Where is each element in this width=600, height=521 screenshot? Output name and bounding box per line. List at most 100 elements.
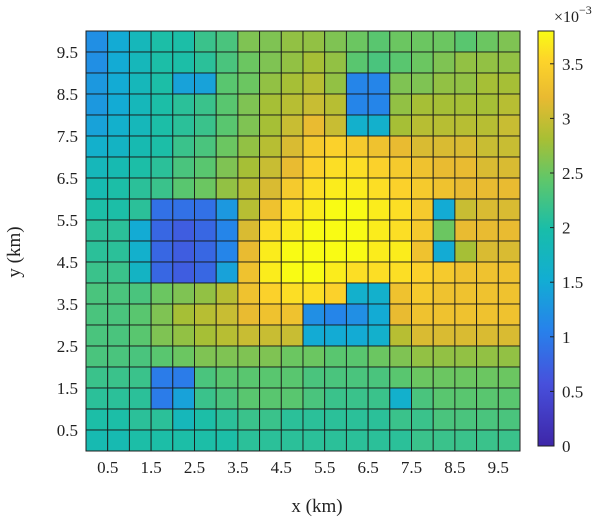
heatmap-cell [150,240,174,263]
heatmap-cell [259,72,282,95]
heatmap-cell [107,261,130,284]
heatmap-cell [476,261,499,284]
heatmap-cell [237,303,261,326]
heatmap-cell [345,303,369,326]
heatmap-cell [302,198,326,221]
heatmap-cell [128,366,152,389]
heatmap-cell [107,408,130,431]
heatmap-cell [107,282,130,305]
heatmap-cell [194,114,217,137]
heatmap-cell [172,30,195,53]
heatmap-cell [237,51,261,74]
heatmap-cell [302,72,326,95]
colorbar-exponent: ×10−3 [554,3,592,26]
heatmap-cell [324,366,347,389]
heatmap-cell [215,30,239,53]
heatmap-cell [107,324,130,347]
heatmap-cell [215,156,239,179]
heatmap-cell [432,177,456,200]
heatmap-cell [215,345,239,368]
heatmap-cell [411,135,434,158]
x-tick-label: 0.5 [97,458,118,477]
heatmap-cell [259,156,282,179]
heatmap-cell [432,219,456,242]
heatmap-cell [280,93,304,116]
heatmap-cell [411,387,434,410]
heatmap-cell [172,345,195,368]
heatmap-cell [324,135,347,158]
heatmap-cell [85,114,109,137]
heatmap-cell [367,366,391,389]
heatmap-cell [367,324,391,347]
heatmap-cell [280,387,304,410]
heatmap-cell [367,177,391,200]
heatmap-cell [280,51,304,74]
x-axis-ticks: 0.5 1.5 2.5 3.5 4.5 5.5 6.5 7.5 8.5 9.5 [97,458,509,477]
heatmap-cell [367,72,391,95]
heatmap-cell [476,324,499,347]
x-tick-label: 9.5 [488,458,509,477]
y-tick-label: 3.5 [57,295,78,314]
heatmap-cell [432,387,456,410]
heatmap-cell [324,156,347,179]
heatmap-cell [389,51,412,74]
heatmap-cell [454,282,478,305]
heatmap-cell [367,51,391,74]
heatmap-cell [128,282,152,305]
heatmap-cell [367,240,391,263]
heatmap-cell [150,72,174,95]
heatmap-cell [324,345,347,368]
heatmap-cell [85,282,109,305]
heatmap-cell [237,135,261,158]
heatmap-cell [280,156,304,179]
heatmap-cell [411,366,434,389]
heatmap-cell [237,198,261,221]
heatmap-cell [150,51,174,74]
heatmap-cell [85,72,109,95]
y-tick-label: 1.5 [57,379,78,398]
heatmap-cell [107,135,130,158]
heatmap-cell [150,30,174,53]
heatmap-cell [476,156,499,179]
heatmap-cell [237,261,261,284]
heatmap-cell [237,219,261,242]
heatmap-cell [259,324,282,347]
y-axis-label: y (km) [4,226,25,277]
heatmap-cell [107,345,130,368]
heatmap-cell [324,51,347,74]
heatmap-cell [107,30,130,53]
heatmap-cell [259,261,282,284]
heatmap-cell [172,324,195,347]
heatmap-cell [259,408,282,431]
heatmap-cell [259,240,282,263]
heatmap-cell [476,240,499,263]
heatmap-cell [476,408,499,431]
heatmap-cell [324,303,347,326]
heatmap-cell [128,219,152,242]
heatmap-cell [324,177,347,200]
heatmap-cell [128,72,152,95]
heatmap-cell [194,30,217,53]
heatmap-cell [389,114,412,137]
x-tick-label: 7.5 [401,458,422,477]
heatmap-cell [497,72,521,95]
heatmap-cell [432,324,456,347]
heatmap-cell [345,72,369,95]
heatmap-cell [497,408,521,431]
heatmap-cell [497,282,521,305]
colorbar-tick-label: 3 [562,109,571,128]
heatmap-cell [259,219,282,242]
heatmap-cell [85,219,109,242]
heatmap-cell [345,198,369,221]
heatmap-cell [150,429,174,452]
heatmap-cell [215,282,239,305]
heatmap-cell [172,72,195,95]
heatmap-cell [194,282,217,305]
heatmap-cell [497,114,521,137]
y-tick-label: 9.5 [57,43,78,62]
heatmap-cell [432,345,456,368]
heatmap-cell [107,303,130,326]
heatmap-cell [324,261,347,284]
heatmap-cell [172,51,195,74]
heatmap-cell [237,366,261,389]
